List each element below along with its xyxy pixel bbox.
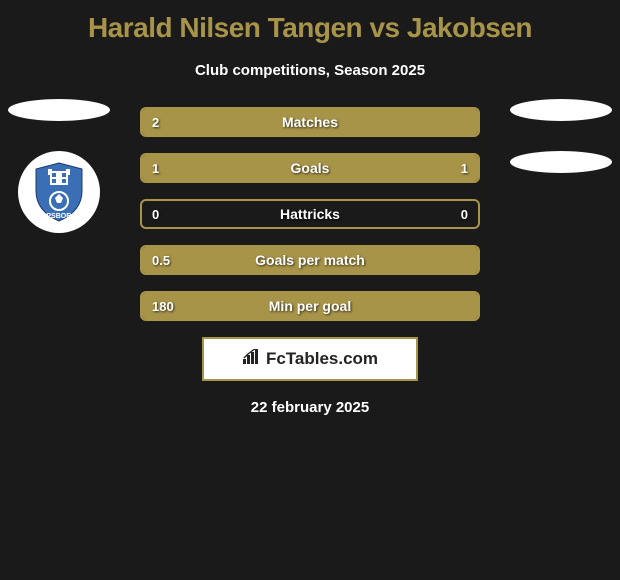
stat-label: Goals per match <box>142 247 478 273</box>
club-placeholder-icon <box>510 151 612 173</box>
stat-row: 11Goals <box>140 153 480 183</box>
stat-label: Hattricks <box>142 201 478 227</box>
stat-row: 2Matches <box>140 107 480 137</box>
date-label: 22 february 2025 <box>0 399 620 416</box>
player-right-icons <box>510 99 612 203</box>
stats-area: RPSBORG 2Matches 11Goals 00Hattricks 0.5Goa… <box>0 107 620 321</box>
page-title: Harald Nilsen Tangen vs Jakobsen <box>0 0 620 44</box>
watermark-label: FcTables.com <box>242 349 378 370</box>
player-placeholder-icon <box>510 99 612 121</box>
stat-row: 180Min per goal <box>140 291 480 321</box>
subtitle: Club competitions, Season 2025 <box>0 62 620 79</box>
stat-label: Goals <box>142 155 478 181</box>
player-left-icons: RPSBORG <box>8 99 110 233</box>
club-logo: RPSBORG <box>18 151 100 233</box>
stat-row: 00Hattricks <box>140 199 480 229</box>
logo-text: RPSBORG <box>41 213 77 220</box>
stat-label: Min per goal <box>142 293 478 319</box>
stat-label: Matches <box>142 109 478 135</box>
watermark-text: FcTables.com <box>266 349 378 369</box>
stats-bars: 2Matches 11Goals 00Hattricks 0.5Goals per m… <box>140 107 480 321</box>
player-placeholder-icon <box>8 99 110 121</box>
bar-chart-icon <box>242 349 262 370</box>
shield-icon: RPSBORG <box>32 161 86 223</box>
watermark: FcTables.com <box>202 337 418 381</box>
stat-row: 0.5Goals per match <box>140 245 480 275</box>
